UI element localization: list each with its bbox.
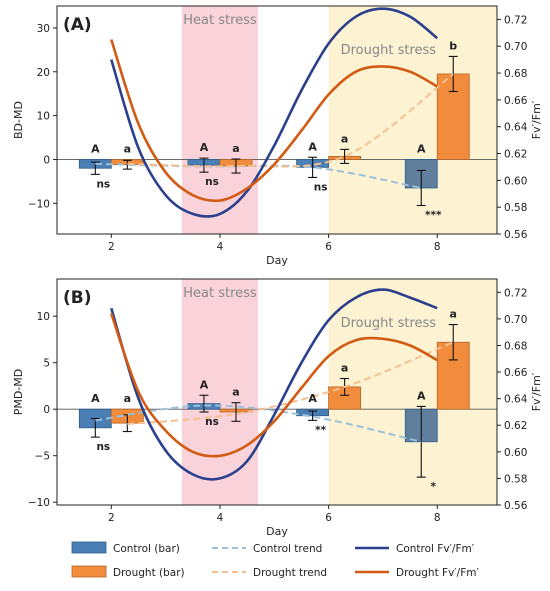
legend-label-control-trend: Control trend — [253, 543, 322, 555]
panel-b: Heat stress Drought stress A a ns Aa ns Aa ** Aa *… — [12, 278, 543, 538]
y2-tick-label: 0.66 — [504, 95, 528, 107]
y2-tick-label: 0.68 — [504, 68, 527, 80]
drought-letter-day-8: a — [450, 308, 457, 321]
significance-day-8: *** — [425, 210, 442, 222]
drought-trend-line — [127, 341, 454, 426]
drought-letter-day-6: a — [341, 362, 348, 375]
drought-stress-label: Drought stress — [341, 43, 437, 58]
y-tick-label: −10 — [28, 198, 50, 210]
y2-axis-label: Fv′/Fm′ — [530, 100, 543, 139]
legend-swatch-drought-bar — [71, 565, 107, 578]
drought-fv-curve — [110, 39, 438, 203]
control-letter-day-8: A — [417, 142, 426, 155]
y-tick-label: 0 — [43, 154, 50, 166]
control-fv-curve — [110, 7, 439, 218]
y2-tick-label: 0.72 — [504, 14, 527, 26]
legend-label-control-fv-fm: Control Fv′/Fm′ — [396, 543, 475, 555]
y2-tick-label: 0.72 — [504, 287, 527, 299]
y2-tick-label: 0.62 — [504, 420, 527, 432]
legend-label-drought-trend: Drought trend — [253, 567, 327, 579]
y2-tick-label: 0.68 — [504, 340, 527, 352]
x-axis-label: Day — [266, 254, 288, 267]
control-letter-day-2: A — [91, 392, 100, 405]
x-tick-label: 8 — [434, 512, 441, 524]
significance-day-2: ns — [96, 441, 110, 453]
significance-day-4: ns — [205, 416, 219, 428]
y-tick-label: 30 — [37, 23, 50, 35]
plot-area — [78, 288, 470, 481]
heat-stress-label: Heat stress — [183, 286, 257, 301]
drought-letter-day-4: a — [232, 142, 239, 155]
x-tick-label: 2 — [108, 241, 115, 253]
y-tick-label: 10 — [37, 111, 50, 123]
heat-stress-band — [181, 279, 258, 505]
y-tick-label: 10 — [37, 311, 50, 323]
y2-tick-label: 0.60 — [504, 447, 527, 459]
legend-label-control-bar: Control (bar) — [113, 543, 180, 555]
y-tick-label: 0 — [43, 404, 50, 416]
y2-tick-label: 0.62 — [504, 149, 527, 161]
plot-frame — [56, 5, 498, 235]
drought-letter-day-2: a — [124, 142, 131, 155]
y-tick-label: −10 — [28, 497, 50, 509]
y-axis-label: BD-MD — [12, 101, 25, 139]
y-axis-label: PMD-MD — [12, 369, 25, 416]
control-letter-day-4: A — [200, 378, 209, 391]
y2-tick-label: 0.70 — [504, 41, 527, 53]
x-tick-label: 4 — [217, 241, 224, 253]
drought-fv-curve — [110, 313, 438, 458]
y2-axis-label: Fv′/Fm′ — [530, 372, 543, 411]
x-tick-label: 6 — [325, 241, 332, 253]
control-letter-day-6: A — [308, 392, 317, 405]
legend: Control (bar) Control trend Control Fv′/Fm… — [71, 541, 479, 579]
significance-day-2: ns — [96, 178, 110, 190]
y2-tick-label: 0.58 — [504, 473, 527, 485]
significance-day-8: * — [430, 481, 436, 493]
significance-day-6: ns — [314, 181, 328, 193]
panel-a: Heat stress Drought stress A a ns A a ns Aa ns Ab *… — [12, 5, 543, 267]
panel-label: (A) — [63, 15, 92, 35]
legend-label-drought-fv-fm: Drought Fv′/Fm′ — [396, 567, 479, 579]
y2-tick-label: 0.56 — [504, 229, 528, 241]
x-tick-label: 8 — [434, 241, 441, 253]
control-letter-day-2: A — [91, 142, 100, 155]
control-fv-curve — [110, 288, 438, 481]
x-tick-label: 4 — [217, 512, 224, 524]
control-letter-day-6: A — [308, 140, 317, 153]
drought-letter-day-6: a — [341, 132, 348, 145]
y2-tick-label: 0.66 — [504, 367, 528, 379]
heat-stress-label: Heat stress — [183, 13, 257, 28]
y2-tick-label: 0.64 — [504, 122, 528, 134]
plot-frame — [56, 278, 498, 506]
drought-stress-label: Drought stress — [341, 316, 437, 331]
legend-label-drought-bar: Drought (bar) — [113, 567, 185, 579]
plot-area — [78, 7, 470, 218]
y2-tick-label: 0.64 — [504, 394, 528, 406]
drought-stress-band — [328, 6, 497, 234]
legend-swatch-control-bar — [71, 541, 107, 554]
y2-tick-label: 0.58 — [504, 202, 527, 214]
x-axis-label: Day — [266, 525, 288, 538]
panel-label: (B) — [63, 288, 92, 308]
x-tick-label: 2 — [108, 512, 115, 524]
control-letter-day-4: A — [200, 141, 209, 154]
x-tick-label: 6 — [325, 512, 332, 524]
y2-tick-label: 0.56 — [504, 500, 528, 512]
significance-day-4: ns — [205, 176, 219, 188]
y-tick-label: 20 — [37, 67, 50, 79]
drought-trend-line — [127, 73, 454, 168]
significance-day-6: ** — [315, 424, 326, 436]
y-tick-label: −5 — [35, 451, 50, 463]
y2-tick-label: 0.60 — [504, 175, 527, 187]
y2-tick-label: 0.70 — [504, 314, 527, 326]
drought-letter-day-4: a — [232, 386, 239, 399]
drought-letter-day-2: a — [124, 392, 131, 405]
control-letter-day-8: A — [417, 389, 426, 402]
y-tick-label: 5 — [43, 358, 50, 370]
drought-letter-day-8: b — [449, 39, 457, 52]
